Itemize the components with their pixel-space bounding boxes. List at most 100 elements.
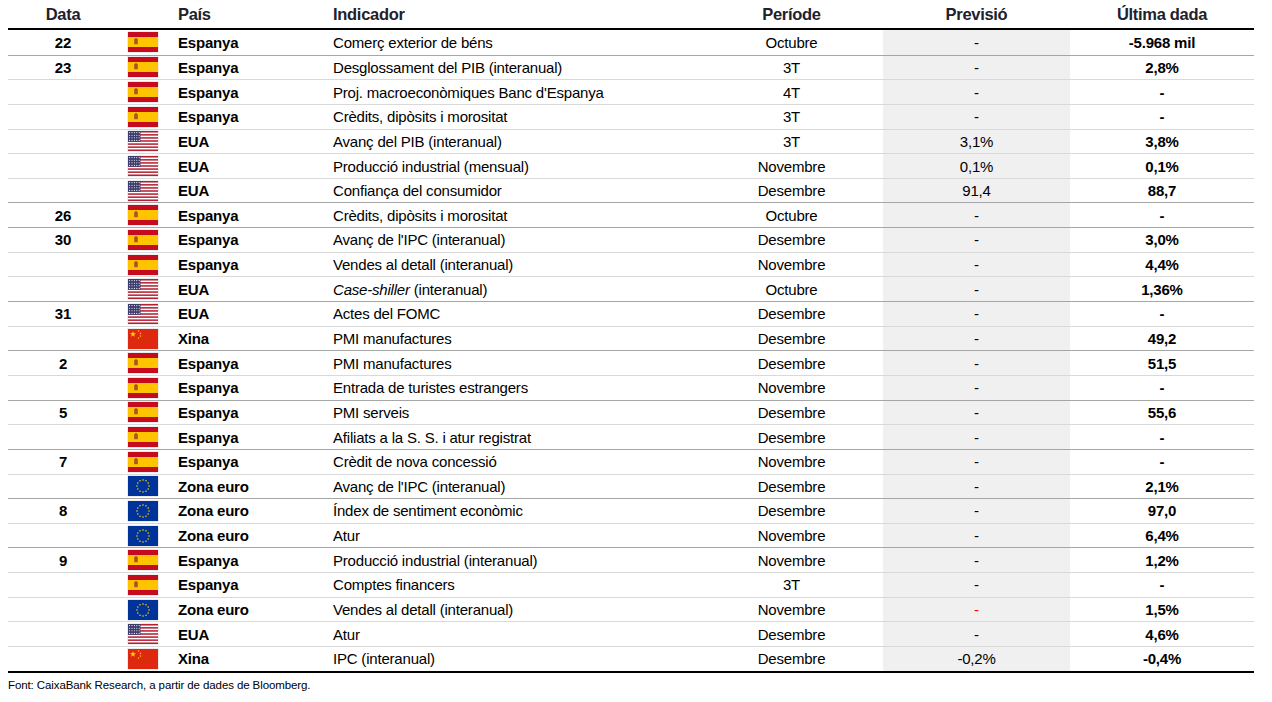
flag-cell <box>118 279 178 299</box>
indicator-cell: Avanç de l'IPC (interanual) <box>333 478 700 495</box>
spain-flag-icon <box>128 452 158 472</box>
country-cell: Espanya <box>178 379 333 396</box>
date-cell: 7 <box>8 453 118 470</box>
last-value-cell: - <box>1070 305 1254 322</box>
table-row: EUACase-shiller (interanual)Octubre-1,36… <box>8 276 1254 301</box>
forecast-cell: - <box>883 475 1070 499</box>
country-cell: Zona euro <box>178 502 333 519</box>
flag-cell <box>118 624 178 644</box>
period-cell: Desembre <box>700 626 883 643</box>
forecast-cell: - <box>883 548 1070 572</box>
table-row: 8Zona euroÍndex de sentiment econòmicDes… <box>8 498 1254 523</box>
table-header-row: Data País Indicador Període Previsió Últ… <box>8 0 1254 30</box>
flag-cell <box>118 131 178 151</box>
country-cell: EUA <box>178 182 333 199</box>
date-cell: 26 <box>8 207 118 224</box>
date-cell: 5 <box>8 404 118 421</box>
flag-cell <box>118 452 178 472</box>
flag-cell <box>118 600 178 620</box>
country-cell: Espanya <box>178 404 333 421</box>
country-cell: Espanya <box>178 576 333 593</box>
period-cell: Novembre <box>700 527 883 544</box>
flag-cell <box>118 575 178 595</box>
indicator-cell: Confiança del consumidor <box>333 182 700 199</box>
country-cell: Espanya <box>178 84 333 101</box>
date-cell: 8 <box>8 502 118 519</box>
flag-cell <box>118 353 178 373</box>
country-cell: Espanya <box>178 453 333 470</box>
country-cell: EUA <box>178 158 333 175</box>
period-cell: 4T <box>700 84 883 101</box>
table-row: 26EspanyaCrèdits, dipòsits i morositatOc… <box>8 202 1254 227</box>
indicator-cell: Comerç exterior de béns <box>333 34 700 51</box>
indicator-cell: Proj. macroeconòmiques Banc d'Espanya <box>333 84 700 101</box>
period-cell: Desembre <box>700 355 883 372</box>
indicator-cell: PMI serveis <box>333 404 700 421</box>
table-row: EUAProducció industrial (mensual)Novembr… <box>8 153 1254 178</box>
table-row: 31EUAActes del FOMCDesembre-- <box>8 301 1254 326</box>
last-value-cell: - <box>1070 207 1254 224</box>
period-cell: Desembre <box>700 231 883 248</box>
period-cell: Octubre <box>700 34 883 51</box>
flag-cell <box>118 230 178 250</box>
period-cell: Desembre <box>700 478 883 495</box>
country-cell: EUA <box>178 281 333 298</box>
forecast-cell: - <box>883 499 1070 523</box>
eu-flag-icon <box>128 600 158 620</box>
date-cell: 22 <box>8 34 118 51</box>
usa-flag-icon <box>128 279 158 299</box>
indicator-cell: Avanç de l'IPC (interanual) <box>333 231 700 248</box>
indicator-cell: Atur <box>333 626 700 643</box>
period-cell: Novembre <box>700 453 883 470</box>
flag-cell <box>118 427 178 447</box>
country-cell: Espanya <box>178 256 333 273</box>
table-row: EspanyaAfiliats a la S. S. i atur regist… <box>8 424 1254 449</box>
forecast-cell: - <box>883 401 1070 425</box>
table-row: EspanyaEntrada de turistes estrangersNov… <box>8 375 1254 400</box>
country-cell: Xina <box>178 650 333 667</box>
eu-flag-icon <box>128 526 158 546</box>
last-value-cell: 55,6 <box>1070 404 1254 421</box>
last-value-cell: -5.968 mil <box>1070 34 1254 51</box>
forecast-cell: - <box>883 30 1070 55</box>
forecast-cell: - <box>883 622 1070 646</box>
column-header-data: Data <box>8 5 118 24</box>
column-header-periode: Període <box>700 5 883 24</box>
spain-flag-icon <box>128 205 158 225</box>
period-cell: Novembre <box>700 379 883 396</box>
period-cell: Octubre <box>700 281 883 298</box>
last-value-cell: 3,0% <box>1070 231 1254 248</box>
spain-flag-icon <box>128 378 158 398</box>
spain-flag-icon <box>128 82 158 102</box>
eu-flag-icon <box>128 501 158 521</box>
indicator-cell: Producció industrial (interanual) <box>333 552 700 569</box>
table-row: EspanyaComptes financers3T-- <box>8 572 1254 597</box>
forecast-cell: - <box>883 425 1070 449</box>
forecast-cell: - <box>883 277 1070 301</box>
forecast-cell: - <box>883 228 1070 252</box>
forecast-cell: - <box>883 56 1070 80</box>
country-cell: Espanya <box>178 231 333 248</box>
table-row: 22EspanyaComerç exterior de bénsOctubre-… <box>8 30 1254 55</box>
indicator-cell: Comptes financers <box>333 576 700 593</box>
forecast-cell: 91,4 <box>883 179 1070 203</box>
economic-calendar-table: Data País Indicador Període Previsió Últ… <box>8 0 1254 691</box>
country-cell: Zona euro <box>178 601 333 618</box>
indicator-cell: Afiliats a la S. S. i atur registrat <box>333 429 700 446</box>
spain-flag-icon <box>128 575 158 595</box>
table-row: Zona euroAvanç de l'IPC (interanual)Dese… <box>8 474 1254 499</box>
spain-flag-icon <box>128 255 158 275</box>
period-cell: Novembre <box>700 158 883 175</box>
table-body: 22EspanyaComerç exterior de bénsOctubre-… <box>8 30 1254 673</box>
flag-cell <box>118 526 178 546</box>
indicator-cell: Vendes al detall (interanual) <box>333 256 700 273</box>
forecast-cell: -0,2% <box>883 647 1070 671</box>
table-row: EUAAturDesembre-4,6% <box>8 621 1254 646</box>
country-cell: Espanya <box>178 429 333 446</box>
last-value-cell: 0,1% <box>1070 158 1254 175</box>
table-row: XinaIPC (interanual)Desembre-0,2%-0,4% <box>8 646 1254 671</box>
last-value-cell: - <box>1070 108 1254 125</box>
period-cell: Octubre <box>700 207 883 224</box>
table-row: 7EspanyaCrèdit de nova concessióNovembre… <box>8 449 1254 474</box>
last-value-cell: 1,5% <box>1070 601 1254 618</box>
